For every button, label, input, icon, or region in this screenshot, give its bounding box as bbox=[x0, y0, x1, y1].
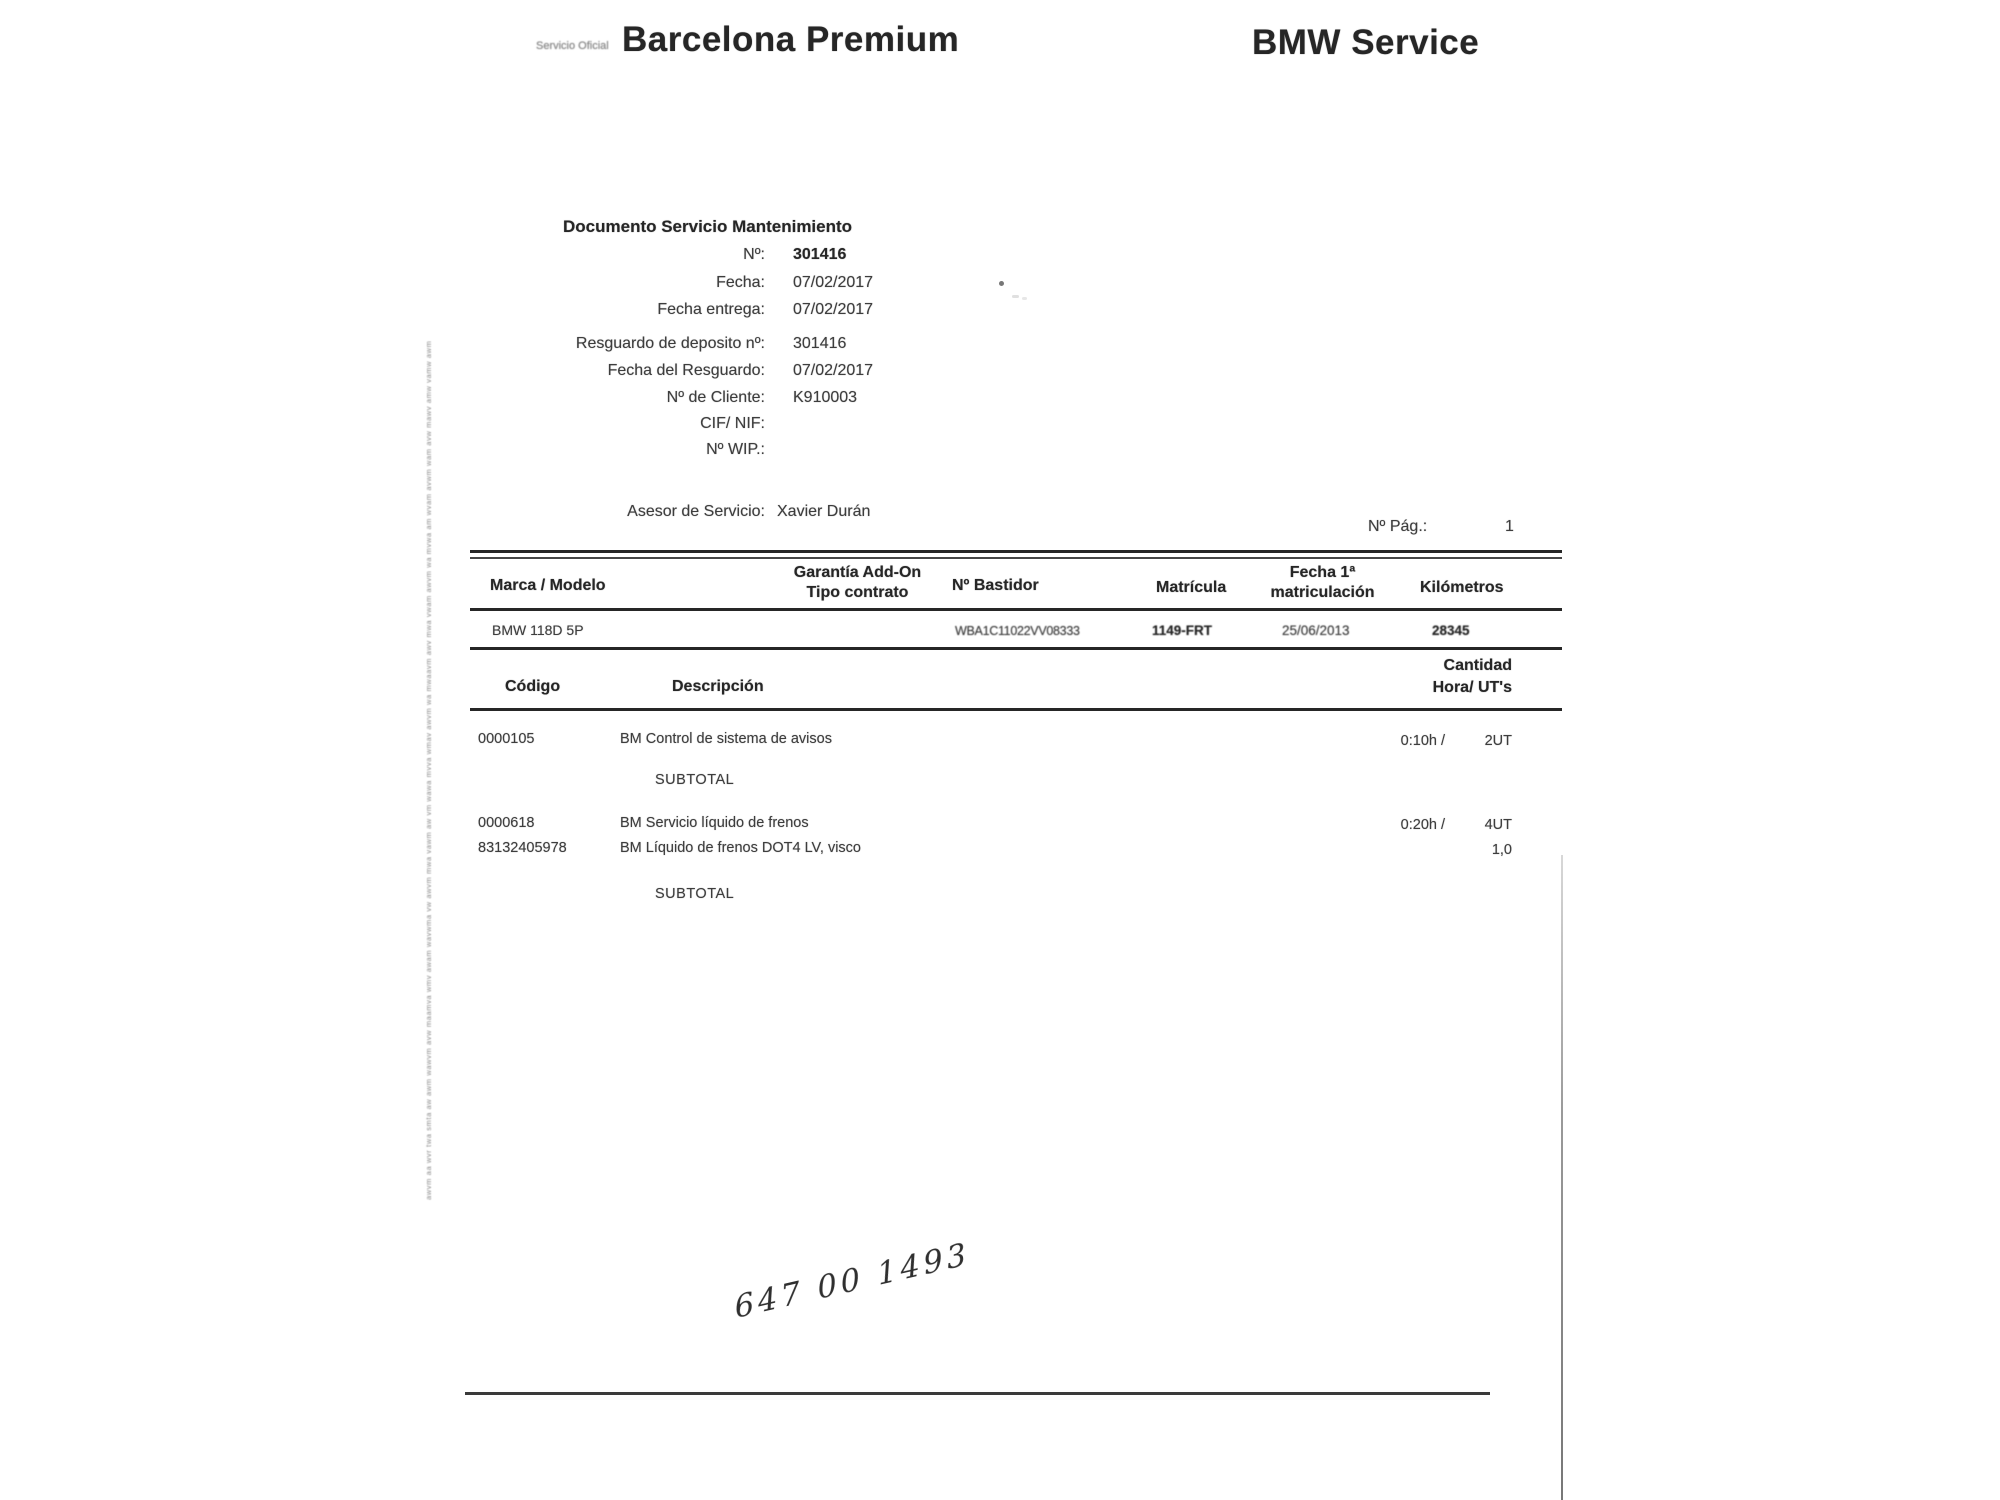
item-descripcion: BM Control de sistema de avisos bbox=[620, 731, 832, 747]
item-hora: 0:10h / bbox=[1400, 733, 1445, 749]
subtotal-label-2: SUBTOTAL bbox=[655, 886, 735, 902]
info-label: Nº: bbox=[743, 246, 765, 263]
col-header-bastidor: Nº Bastidor bbox=[952, 577, 1039, 594]
scan-noise-smudge bbox=[1012, 295, 1019, 298]
item-ut: 4UT bbox=[1484, 817, 1512, 833]
info-row-cif-nif: CIF/ NIF: bbox=[425, 415, 1045, 439]
col-header-fecha-line2: matriculación bbox=[1270, 584, 1375, 601]
vehicle-fecha-matriculacion: 25/06/2013 bbox=[1282, 623, 1350, 638]
page-bottom-rule bbox=[465, 1392, 1490, 1395]
dealer-name: Barcelona Premium bbox=[622, 20, 960, 59]
col-header-descripcion: Descripción bbox=[672, 678, 764, 695]
scan-noise-dot bbox=[999, 281, 1004, 286]
info-label: Resguardo de deposito nº: bbox=[575, 335, 765, 352]
advisor-label: Asesor de Servicio: bbox=[627, 503, 765, 520]
vehicle-matricula: 1149-FRT bbox=[1152, 623, 1213, 638]
info-row-fecha-entrega: Fecha entrega: 07/02/2017 bbox=[425, 301, 1045, 325]
info-label: CIF/ NIF: bbox=[700, 415, 765, 432]
service-brand: BMW Service bbox=[1252, 23, 1480, 62]
left-margin-microprint: awvm aa wvr twa smta aw awm wawvm avw ma… bbox=[424, 340, 433, 1200]
item-codigo: 0000105 bbox=[478, 731, 535, 747]
scan-edge-line bbox=[1561, 855, 1563, 1500]
info-value: K910003 bbox=[793, 389, 858, 406]
vehicle-kilometros: 28345 bbox=[1432, 623, 1470, 638]
dealer-small-label: Servicio Oficial bbox=[536, 40, 609, 52]
document-title: Documento Servicio Mantenimiento bbox=[563, 217, 853, 236]
item-ut: 2UT bbox=[1484, 733, 1512, 749]
col-header-kilometros: Kilómetros bbox=[1420, 579, 1504, 596]
table-top-rule bbox=[470, 550, 1562, 553]
col-header-fecha-matriculacion: Fecha 1ª matriculación bbox=[1250, 563, 1395, 603]
col-header-fecha-line1: Fecha 1ª bbox=[1289, 564, 1356, 581]
page-number-value: 1 bbox=[1505, 518, 1514, 535]
subtotal-label-1: SUBTOTAL bbox=[655, 772, 735, 788]
info-row-wip: Nº WIP.: bbox=[425, 441, 1045, 465]
advisor-row: Asesor de Servicio: Xavier Durán bbox=[425, 503, 1045, 527]
vehicle-marca-modelo: BMW 118D 5P bbox=[492, 622, 584, 638]
info-label: Nº WIP.: bbox=[706, 441, 765, 458]
col-header-cantidad-line2: Hora/ UT's bbox=[1432, 679, 1512, 696]
col-header-garantia-line1: Garantía Add-On bbox=[793, 564, 922, 581]
info-row-numero: Nº: 301416 bbox=[425, 246, 1045, 270]
items-table: Cantidad Código Descripción Hora/ UT's 0… bbox=[470, 655, 1562, 915]
col-header-marca-modelo: Marca / Modelo bbox=[490, 577, 606, 594]
info-value: 07/02/2017 bbox=[793, 274, 874, 291]
info-value: 07/02/2017 bbox=[793, 301, 874, 318]
info-value: 07/02/2017 bbox=[793, 362, 874, 379]
item-hora: 0:20h / bbox=[1400, 817, 1445, 833]
page-number-label: Nº Pág.: bbox=[1368, 518, 1428, 535]
vehicle-row-bottom-rule bbox=[470, 647, 1562, 650]
col-header-codigo: Código bbox=[505, 678, 561, 695]
info-row-cliente: Nº de Cliente: K910003 bbox=[425, 389, 1045, 413]
info-value: 301416 bbox=[793, 335, 847, 352]
item-codigo: 0000618 bbox=[478, 815, 535, 831]
item-descripcion-pieza: BM Líquido de frenos DOT4 LV, visco bbox=[620, 840, 861, 856]
items-header-rule bbox=[470, 708, 1562, 711]
table-top-rule-2 bbox=[470, 557, 1562, 559]
vehicle-table: Marca / Modelo Garantía Add-On Tipo cont… bbox=[470, 550, 1562, 650]
info-value: 301416 bbox=[793, 246, 847, 263]
header-bottom-rule bbox=[470, 608, 1562, 611]
info-row-resguardo: Resguardo de deposito nº: 301416 bbox=[425, 335, 1045, 359]
info-label: Fecha del Resguardo: bbox=[607, 362, 765, 379]
scan-noise-smudge bbox=[1022, 297, 1027, 300]
advisor-value: Xavier Durán bbox=[777, 503, 871, 520]
info-label: Fecha entrega: bbox=[657, 301, 765, 318]
handwritten-note: 647 00 1493 bbox=[732, 1235, 973, 1326]
item-descripcion: BM Servicio líquido de frenos bbox=[620, 815, 809, 831]
info-label: Nº de Cliente: bbox=[666, 389, 765, 406]
info-label: Fecha: bbox=[716, 274, 765, 291]
item-codigo-pieza: 83132405978 bbox=[478, 840, 567, 856]
info-row-fecha-resguardo: Fecha del Resguardo: 07/02/2017 bbox=[425, 362, 1045, 386]
vehicle-bastidor: WBA1C11022VV08333 bbox=[955, 624, 1080, 638]
col-header-garantia-line2: Tipo contrato bbox=[806, 584, 909, 601]
item-cantidad: 1,0 bbox=[1491, 842, 1512, 858]
col-header-matricula: Matrícula bbox=[1156, 579, 1227, 596]
col-header-cantidad-line1: Cantidad bbox=[1443, 657, 1512, 674]
info-row-fecha: Fecha: 07/02/2017 bbox=[425, 274, 1045, 298]
col-header-garantia: Garantía Add-On Tipo contrato bbox=[770, 563, 945, 603]
